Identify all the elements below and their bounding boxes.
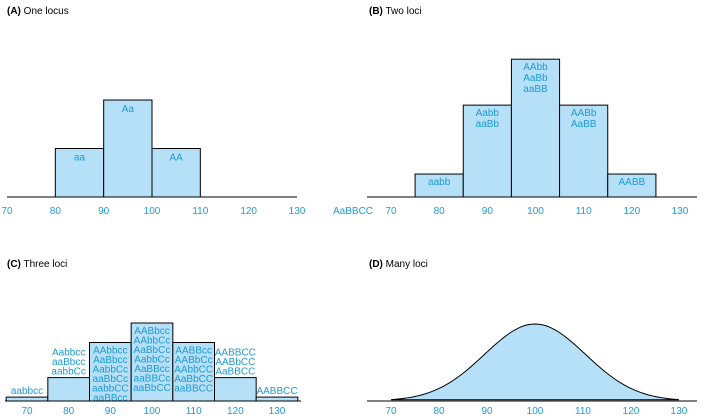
bar <box>151 148 201 198</box>
bar-genotype-label: aaBbCC <box>133 383 171 394</box>
bar-genotype-label: aaBbcc <box>52 357 85 368</box>
bar-genotype-label: AaBbCC <box>174 374 213 385</box>
x-tick-label: 110 <box>186 406 202 417</box>
panel-title: (A) One locus <box>7 6 69 17</box>
bar-genotype-label: AA <box>169 153 183 164</box>
bar-genotype-label: aaBB <box>523 84 548 95</box>
bar-genotype-label: AAbbCc <box>134 336 171 347</box>
panel-title-text: One locus <box>21 6 69 17</box>
bar-genotype-label: AAbbCC <box>174 365 213 376</box>
bar-genotype-label: aaBbCc <box>93 374 129 385</box>
x-tick-label: 80 <box>63 406 75 417</box>
bar-genotype-label: AaBBcc <box>134 364 170 375</box>
x-tick-label: 80 <box>434 206 446 217</box>
x-tick-label: 90 <box>98 206 110 217</box>
bar-genotype-label: AABBcc <box>175 346 212 357</box>
panel-title-text: Many loci <box>383 259 428 270</box>
x-tick-label: 70 <box>21 406 33 417</box>
x-tick-label: 90 <box>105 406 117 417</box>
bar <box>559 104 609 198</box>
bar-genotype-label: aa <box>74 153 86 164</box>
panel-many-loci: (D) Many loci 70 80 90 100 110 120 130 <box>367 259 697 417</box>
bar-genotype-label: aabb <box>428 177 451 188</box>
panel-title: (B) Two loci <box>369 6 422 17</box>
bar-genotype-label: AABB <box>618 177 645 188</box>
x-tick-label: 130 <box>671 406 688 417</box>
distribution-curve <box>390 323 680 401</box>
bar-genotype-label: AabbCc <box>134 355 170 366</box>
bar-genotype-label: AabbCc <box>93 365 129 376</box>
bar-genotype-label: AABb <box>571 108 597 119</box>
bar-genotype-label: aaBBcc <box>93 393 127 404</box>
x-tick-label: 130 <box>672 206 689 217</box>
bar-genotype-label: AABbCC <box>215 357 255 368</box>
bar-genotype-label: aaBb <box>476 119 500 130</box>
panel-title-text: Two loci <box>383 6 422 17</box>
bar-genotype-label: Aabbcc <box>52 348 85 359</box>
bar-genotype-label: aaBBCc <box>134 374 171 385</box>
x-tick-label: 100 <box>144 406 161 417</box>
bar <box>255 396 299 402</box>
extra-genotype-label: AaBBCC <box>333 206 373 217</box>
bar-genotype-label: AAbb <box>523 62 548 73</box>
panel-letter: (D) <box>369 259 383 270</box>
x-tick-label: 100 <box>527 206 544 217</box>
bar-genotype-label: AABBCC <box>215 348 256 359</box>
x-tick-label: 90 <box>481 406 493 417</box>
x-tick-label: 120 <box>623 206 640 217</box>
bar-genotype-label: Aabb <box>476 108 500 119</box>
x-tick-label: 70 <box>1 206 13 217</box>
x-tick-label: 100 <box>144 206 161 217</box>
bar <box>510 58 561 198</box>
x-tick-label: 80 <box>433 406 445 417</box>
bar-genotype-label: aaBBCC <box>174 384 213 395</box>
bar-genotype-label: AaBbcc <box>93 355 127 366</box>
x-tick-label: 90 <box>482 206 494 217</box>
bar-genotype-label: aabbcc <box>11 386 43 397</box>
x-tick-label: 110 <box>192 206 208 217</box>
x-tick-label: 110 <box>576 206 592 217</box>
x-tick-label: 100 <box>527 406 544 417</box>
bar-genotype-label: AABBCC <box>256 386 297 397</box>
bar-genotype-label: aabbCc <box>51 367 85 378</box>
x-tick-label: 70 <box>385 406 397 417</box>
bar-genotype-label: AaBBCC <box>215 367 255 378</box>
bar-genotype-label: AaBb <box>523 73 548 84</box>
panel-title: (C) Three loci <box>7 259 67 270</box>
bar-genotype-label: AaBB <box>571 119 597 130</box>
panel-title-text: Three loci <box>21 259 68 270</box>
bar <box>5 396 49 402</box>
x-tick-label: 70 <box>385 206 397 217</box>
bar <box>172 342 215 402</box>
bar-genotype-label: AABbcc <box>134 326 170 337</box>
bar <box>462 104 512 198</box>
bar-genotype-label: Aa <box>122 104 135 115</box>
x-tick-label: 130 <box>289 206 306 217</box>
bar-genotype-label: AAbbcc <box>93 346 127 357</box>
x-tick-label: 120 <box>240 206 257 217</box>
bar <box>214 377 257 402</box>
bar <box>103 99 153 198</box>
x-tick-label: 130 <box>269 406 286 417</box>
panel-letter: (B) <box>369 6 383 17</box>
x-tick-label: 80 <box>50 206 62 217</box>
bar <box>47 377 90 402</box>
bar-genotype-label: AABbCc <box>175 355 213 366</box>
bar-genotype-label: AaBbCc <box>134 345 171 356</box>
x-tick-label: 120 <box>623 406 640 417</box>
panel-one-locus: (A) One locus aa Aa AA 70 80 90 100 110 120 130 <box>1 6 305 217</box>
x-tick-label: 120 <box>227 406 244 417</box>
bar <box>54 148 105 198</box>
panel-letter: (A) <box>7 6 21 17</box>
panel-title: (D) Many loci <box>369 259 428 270</box>
x-tick-label: 110 <box>575 406 591 417</box>
panel-letter: (C) <box>7 259 21 270</box>
bar-genotype-label: aabbCC <box>92 384 129 395</box>
